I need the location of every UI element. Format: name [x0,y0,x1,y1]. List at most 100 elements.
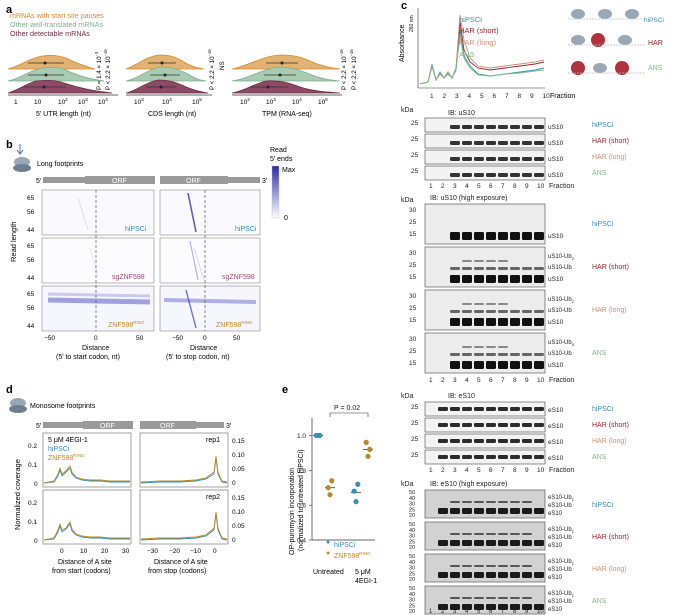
d-xtick-start-10: 10 [80,548,88,555]
band-es10-high [450,604,460,610]
band-es10-high [438,572,448,578]
band-es10-high [486,540,496,546]
e-point-znf598 [367,446,373,452]
ladder-es10-high: 40 [409,560,415,566]
band-es10-high [522,508,532,514]
band-us10 [522,125,532,129]
fraction-tick: 4 [465,609,469,615]
trace-start-rep2-znf [43,520,130,541]
d-ytick-r2-0: 0 [34,538,38,545]
es10-ub2-label: eS10-Ub2 [548,559,575,566]
e-point-znf598 [365,453,371,459]
band-es10-ub [450,597,460,599]
three-prime-d: 3′ [226,423,232,430]
band-label-us10: uS10 [548,140,564,147]
band-us10 [450,173,460,177]
blot-es10-3 [424,449,546,465]
e-point-hipsci [351,488,357,494]
d-xtick-start-20: 20 [101,548,109,555]
fraction-tick: 1 [429,609,433,615]
band-us10-ub [450,310,460,313]
band-es10-high [498,540,508,546]
ladder-es10-high: 40 [409,496,415,502]
trace-stop-rep1-znf [140,455,228,483]
orf-label-d-2: ORF [160,423,175,430]
tick-utr-1000: 103 [78,97,88,106]
band-us10-ub [534,353,544,356]
ladder-es10-high: 20 [409,545,415,551]
band-us10 [486,173,496,177]
row-label-sg-1: sgZNF598 [112,274,145,281]
trace-start-rep2-hipsci [43,523,130,541]
ub-label-2: uS10-Ub2 [548,297,575,304]
panel-e-label: e [282,384,288,396]
abs-fraction-tick: 8 [518,93,522,100]
band-us10 [450,141,460,145]
xlabel-stop-1: Distance [190,345,217,352]
band-us10 [486,157,496,161]
fraction-tick: 8 [513,377,517,384]
band-us10-ub [486,353,496,356]
pvalue-cds-1: P < 2.2 × 10−16 [207,49,216,90]
d-xlabel-stop-1: Distance of A site [154,559,208,566]
legend-other-detectable: Other detectable mRNAs [10,29,90,38]
band-label-us10-high: uS10 [548,276,564,283]
row-label-znf-2: ZNF598RING [216,320,253,329]
median-cds-pause [160,61,164,65]
tick-cds-100000: 105 [192,97,202,106]
band-us10-ub [498,353,508,356]
band-es10-high [510,572,520,578]
e-point-znf598 [325,485,331,491]
kda-label: kDa [401,197,414,204]
band-es10 [498,423,508,427]
ladder-high: 30 [409,250,417,257]
fraction-tick: 1 [429,467,433,474]
fraction-tick: 6 [489,183,493,190]
band-us10-high [522,318,532,326]
fraction-label: Fraction [549,377,574,384]
ib-es10-high-title: IB: eS10 (high exposure) [430,481,507,488]
panel-d-label: d [6,384,13,396]
xlabel-cds: CDS length (nt) [148,111,196,118]
band-us10 [462,157,472,161]
band-us10 [522,157,532,161]
band-es10 [510,439,520,443]
ytick-r3-65: 65 [27,291,35,298]
band-us10-ub [510,267,520,270]
panel-d: d Monosome footprints 5′ ORF ORF 3′ 5 μM… [6,384,245,575]
band-us10-ub [462,353,472,356]
abs-fraction-tick: 3 [455,93,459,100]
d-ytick-right-0-r1: 0 [232,480,236,487]
e-ylabel-1: OP-puromycin incorporation [289,468,296,555]
band-es10 [534,423,544,427]
fraction-tick: 8 [513,183,517,190]
band-es10 [522,455,532,459]
ridge-utr: 1 10 102 103 104 5′ UTR length (nt) P = … [7,49,118,118]
band-es10-high [534,572,544,578]
band-us10-high [486,318,496,326]
band-us10 [510,173,520,177]
d-ytick-r1-01: 0.1 [28,462,37,469]
band-us10-high [510,275,520,283]
ladder-25: 25 [411,420,419,427]
signal-start-hipsci [77,197,89,231]
xtick-start-m50: −50 [44,335,55,342]
e-xlabel-drug-2: 4EGI-1 [355,578,377,585]
ladder-es10-high: 25 [409,571,415,577]
band-es10 [462,423,472,427]
median-utr-pause [43,61,47,65]
band-us10 [534,157,544,161]
e-point-hipsci [353,499,359,505]
d-ytick-right-015-r1: 0.15 [232,438,245,445]
rep1-label: rep1 [206,437,220,444]
band-us10-ub2 [498,260,508,262]
blot-condition-label: ANS [592,350,607,357]
tick-utr-100: 102 [58,97,68,106]
band-label-us10-high: uS10 [548,362,564,369]
color-scale-bar [271,165,280,219]
band-us10-ub [462,267,472,270]
e-pvalue: P = 0.02 [334,405,360,412]
band-us10-high [498,232,508,240]
e-ytick-label: 0.6 [297,503,306,510]
ladder-es10-high: 50 [409,522,415,528]
